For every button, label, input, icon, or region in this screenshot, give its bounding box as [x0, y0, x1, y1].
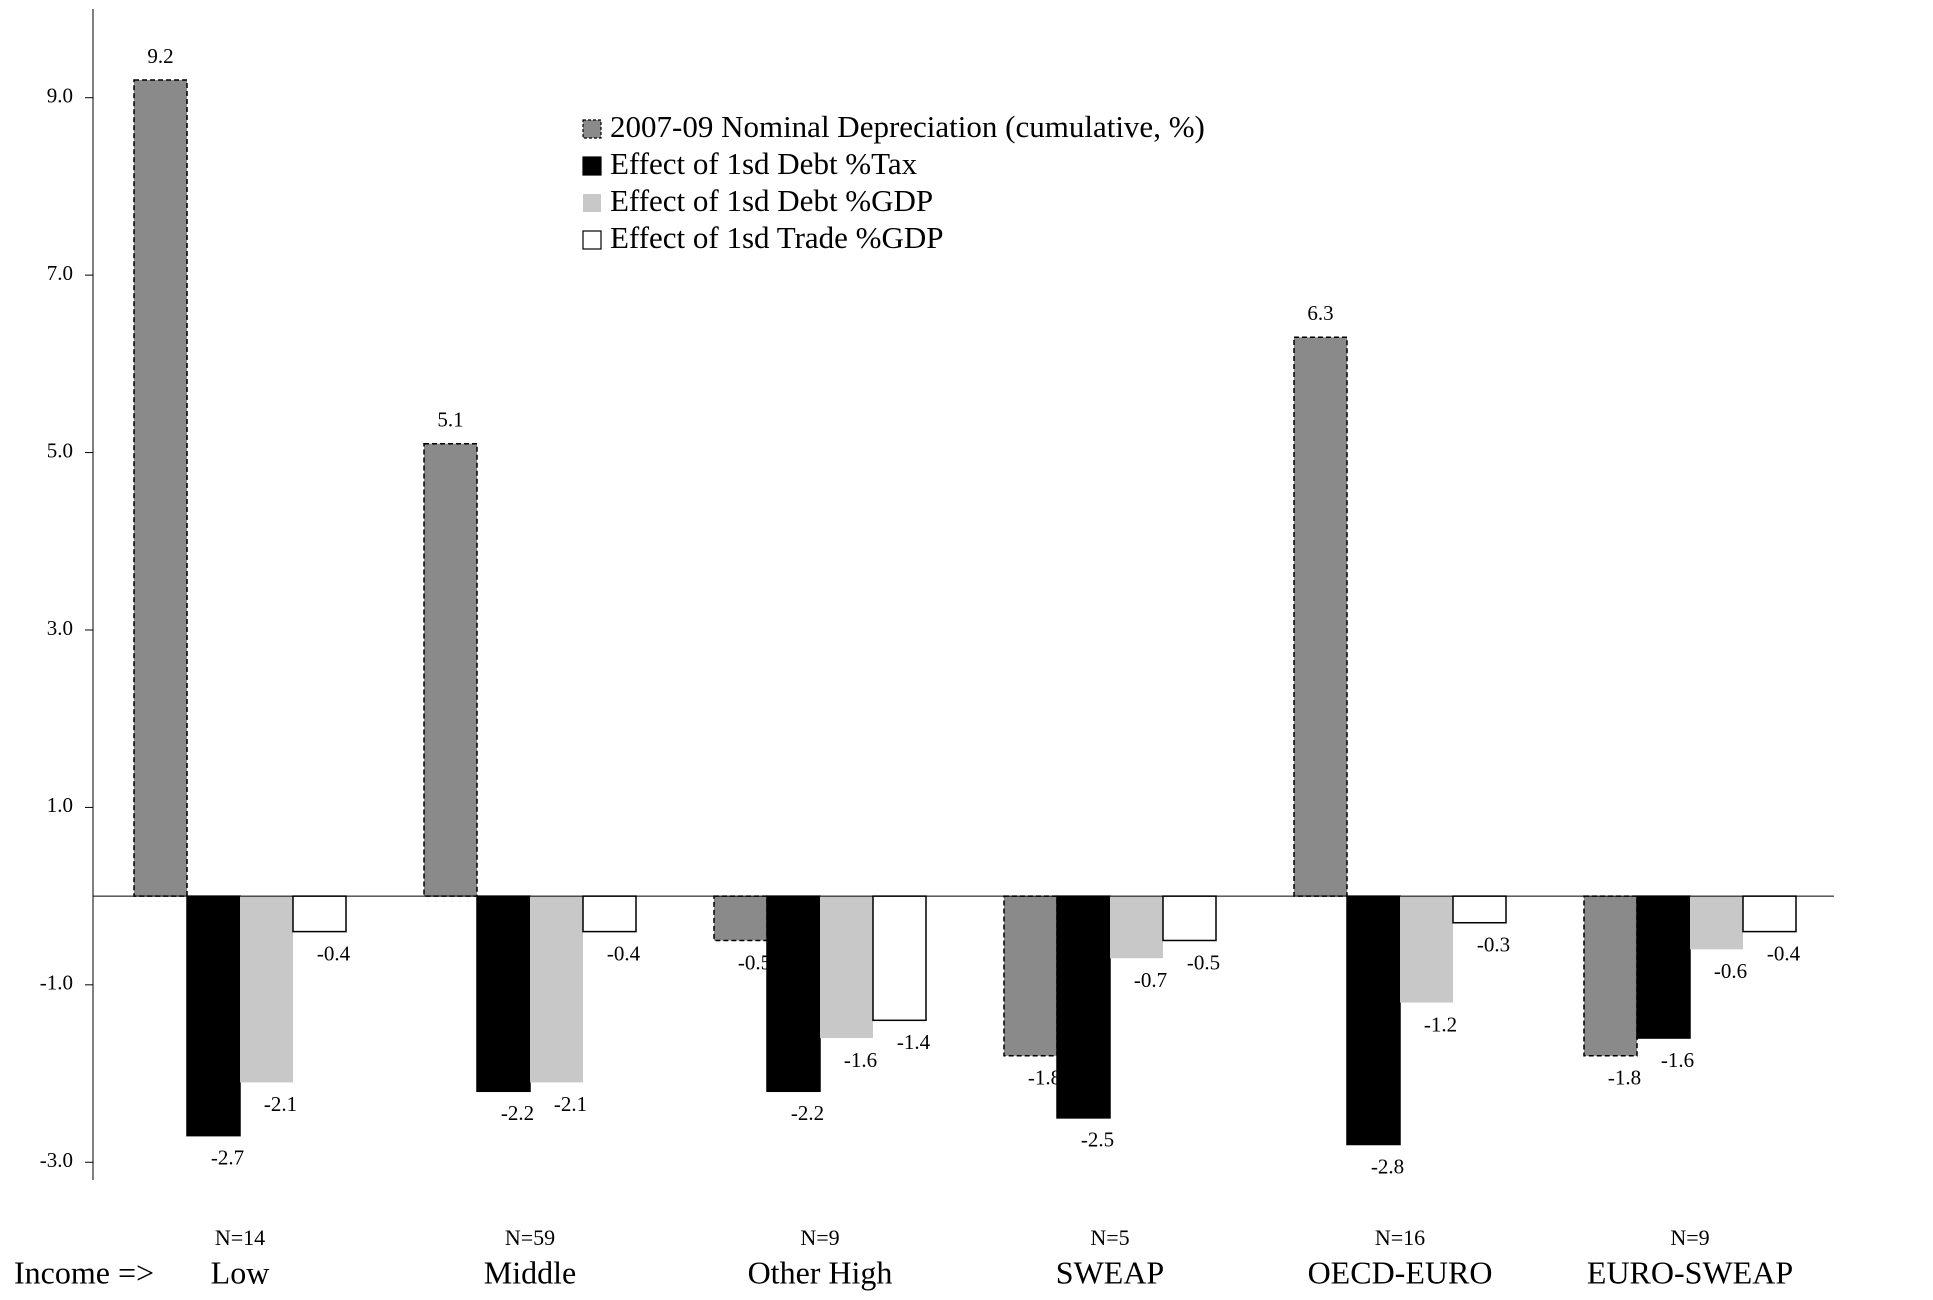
- bar: [423, 442, 478, 897]
- bar: [1742, 895, 1797, 933]
- n-label: N=9: [800, 1225, 839, 1250]
- x-tick-label: SWEAP: [1056, 1254, 1164, 1290]
- y-tick-label: 3.0: [47, 616, 73, 640]
- bar: [240, 896, 293, 1083]
- data-label: -1.6: [844, 1048, 877, 1072]
- x-tick-label: Low: [211, 1254, 270, 1290]
- bar: [1690, 896, 1743, 950]
- legend-swatch: [582, 156, 602, 176]
- y-tick-label: -1.0: [40, 971, 73, 995]
- data-label: -0.4: [1767, 941, 1801, 965]
- y-tick-label: 5.0: [47, 438, 73, 462]
- data-label: -0.5: [738, 950, 771, 974]
- n-label: N=9: [1670, 1225, 1709, 1250]
- legend-swatch: [582, 119, 602, 139]
- bar: [1110, 896, 1163, 959]
- bar: [1583, 895, 1638, 1057]
- n-label: N=16: [1375, 1225, 1425, 1250]
- legend-label: Effect of 1sd Trade %GDP: [610, 220, 944, 255]
- n-label: N=59: [505, 1225, 555, 1250]
- data-label: -2.5: [1081, 1128, 1114, 1152]
- bar: [186, 895, 241, 1137]
- data-label: -2.8: [1371, 1154, 1404, 1178]
- data-label: 9.2: [147, 44, 173, 68]
- data-label: -1.8: [1028, 1066, 1061, 1090]
- bar: [582, 895, 637, 933]
- y-tick-label: -3.0: [40, 1148, 73, 1172]
- n-label: N=14: [215, 1225, 265, 1250]
- data-label: -2.1: [264, 1092, 297, 1116]
- data-label: -0.7: [1134, 968, 1167, 992]
- data-label: -2.7: [211, 1145, 244, 1169]
- bar: [1162, 895, 1217, 942]
- bar: [133, 79, 188, 897]
- bar: [1003, 895, 1058, 1057]
- y-tick-label: 1.0: [47, 793, 73, 817]
- data-label: -1.4: [897, 1030, 931, 1054]
- data-label: 6.3: [1307, 301, 1333, 325]
- data-label: -0.3: [1477, 933, 1510, 957]
- y-tick-label: 9.0: [47, 84, 73, 108]
- bar: [872, 895, 927, 1022]
- data-label: 5.1: [437, 408, 463, 432]
- bar: [1636, 895, 1691, 1039]
- bar: [1400, 896, 1453, 1003]
- bar: [820, 896, 873, 1039]
- y-tick-label: 7.0: [47, 261, 73, 285]
- x-axis-label: Income =>: [14, 1254, 154, 1290]
- bar: [766, 895, 821, 1093]
- x-tick-label: Other High: [748, 1254, 893, 1290]
- legend-swatch: [583, 194, 601, 212]
- bar: [713, 895, 768, 942]
- data-label: -0.4: [317, 941, 351, 965]
- data-label: -0.5: [1187, 950, 1220, 974]
- x-tick-label: EURO-SWEAP: [1587, 1254, 1793, 1290]
- data-label: -2.2: [501, 1101, 534, 1125]
- x-tick-label: OECD-EURO: [1308, 1254, 1493, 1290]
- data-label: -2.2: [791, 1101, 824, 1125]
- bar: [1056, 895, 1111, 1119]
- bar: [476, 895, 531, 1093]
- data-label: -0.6: [1714, 959, 1747, 983]
- data-label: -1.2: [1424, 1012, 1457, 1036]
- legend-label: Effect of 1sd Debt %GDP: [610, 183, 933, 218]
- data-label: -1.8: [1608, 1066, 1641, 1090]
- n-label: N=5: [1090, 1225, 1129, 1250]
- data-label: -2.1: [554, 1092, 587, 1116]
- data-label: -0.4: [607, 941, 641, 965]
- bar: [292, 895, 347, 933]
- data-label: -1.6: [1661, 1048, 1694, 1072]
- legend-label: Effect of 1sd Debt %Tax: [610, 146, 918, 181]
- legend-label: 2007-09 Nominal Depreciation (cumulative…: [610, 109, 1205, 144]
- x-tick-label: Middle: [484, 1254, 576, 1290]
- bar: [1293, 336, 1348, 897]
- legend-swatch: [582, 230, 602, 250]
- bar: [530, 896, 583, 1083]
- bar: [1346, 895, 1401, 1146]
- bar: [1452, 895, 1507, 924]
